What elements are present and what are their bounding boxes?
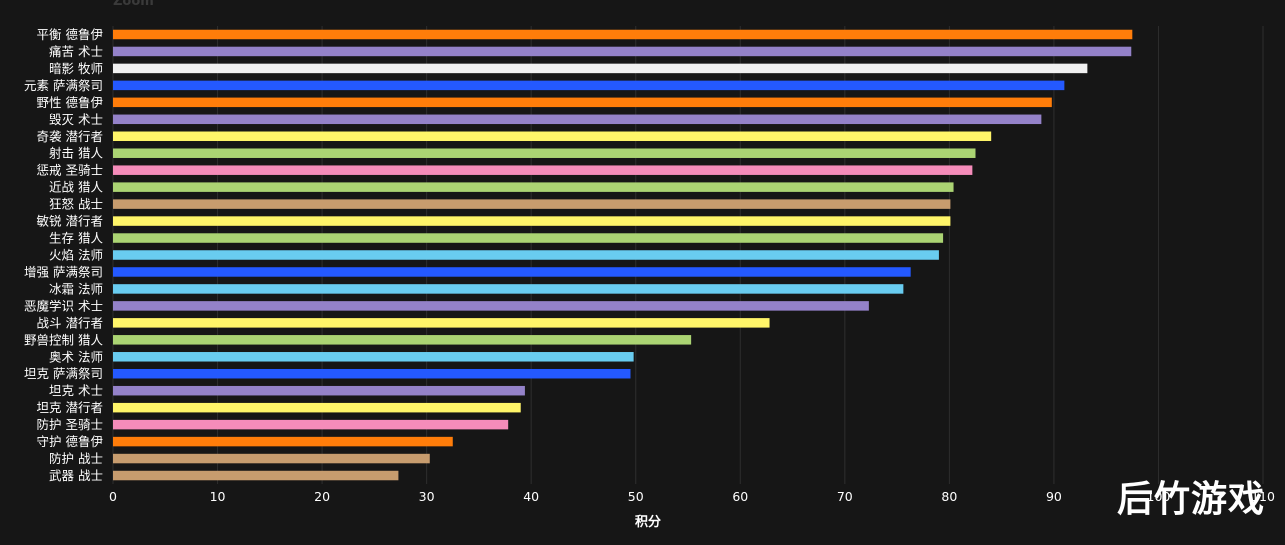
bar-8: [113, 165, 973, 175]
x-tick-label-7: 70: [837, 489, 853, 504]
category-label-14: 增强 萨满祭司: [24, 264, 103, 279]
x-tick-label-0: 0: [109, 489, 117, 504]
category-label-21: 坦克 术士: [49, 383, 103, 398]
category-label-11: 敏锐 潜行者: [37, 214, 103, 229]
category-label-3: 元素 萨满祭司: [24, 78, 103, 93]
category-label-12: 生存 猎人: [49, 231, 103, 246]
x-tick-label-10: 100: [1147, 489, 1171, 504]
bar-19: [113, 352, 634, 362]
bar-10: [113, 199, 951, 209]
category-label-15: 冰霜 法师: [49, 281, 103, 296]
bar-15: [113, 284, 904, 294]
bar-14: [113, 267, 911, 277]
category-label-1: 痛苦 术士: [49, 44, 103, 59]
bar-13: [113, 250, 939, 260]
bar-11: [113, 216, 951, 226]
category-label-7: 射击 猎人: [49, 146, 103, 161]
bar-26: [113, 470, 399, 481]
x-axis-label: 积分: [635, 514, 661, 530]
category-label-8: 惩戒 圣骑士: [37, 163, 103, 178]
category-label-9: 近战 猎人: [49, 180, 103, 195]
category-label-22: 坦克 潜行者: [37, 400, 103, 415]
bar-6: [113, 131, 992, 142]
category-label-23: 防护 圣骑士: [37, 417, 103, 432]
bar-4: [113, 97, 1052, 108]
x-tick-label-6: 60: [732, 489, 748, 504]
category-label-26: 武器 战士: [49, 468, 103, 483]
bar-25: [113, 453, 430, 464]
bar-1: [113, 46, 1132, 57]
bar-12: [113, 233, 944, 243]
category-label-2: 暗影 牧师: [49, 61, 103, 76]
category-label-17: 战斗 潜行者: [37, 315, 103, 330]
x-tick-label-8: 80: [941, 489, 957, 504]
category-label-0: 平衡 德鲁伊: [37, 27, 103, 42]
bar-18: [113, 335, 692, 345]
bar-17: [113, 318, 770, 328]
category-label-10: 狂怒 战士: [49, 197, 103, 212]
x-tick-label-11: 110: [1251, 489, 1275, 504]
category-label-6: 奇袭 潜行者: [37, 129, 103, 144]
x-tick-label-1: 10: [210, 489, 226, 504]
category-label-18: 野兽控制 猎人: [24, 332, 103, 347]
bar-23: [113, 419, 509, 430]
bar-24: [113, 436, 453, 447]
bar-3: [113, 80, 1065, 91]
bar-0: [113, 29, 1133, 40]
bar-9: [113, 182, 954, 192]
category-label-16: 恶魔学识 术士: [24, 298, 103, 313]
category-label-25: 防护 战士: [49, 451, 103, 466]
x-tick-label-3: 30: [419, 489, 435, 504]
category-label-13: 火焰 法师: [49, 248, 103, 263]
category-label-19: 奥术 法师: [49, 349, 103, 364]
bar-7: [113, 148, 976, 158]
watermark-text: 后竹游戏: [1116, 479, 1265, 520]
bar-2: [113, 63, 1088, 74]
x-tick-label-5: 50: [628, 489, 644, 504]
x-tick-label-9: 90: [1046, 489, 1062, 504]
category-label-5: 毁灭 术士: [49, 112, 103, 127]
bar-22: [113, 402, 521, 413]
category-label-20: 坦克 萨满祭司: [24, 366, 103, 381]
category-label-24: 守护 德鲁伊: [37, 434, 103, 449]
zoom-label[interactable]: Zoom: [113, 0, 154, 9]
bar-16: [113, 301, 869, 311]
bar-20: [113, 368, 631, 379]
x-tick-label-2: 20: [314, 489, 330, 504]
category-label-4: 野性 德鲁伊: [37, 95, 103, 110]
bar-5: [113, 114, 1042, 125]
x-tick-label-4: 40: [523, 489, 539, 504]
bar-21: [113, 385, 525, 396]
